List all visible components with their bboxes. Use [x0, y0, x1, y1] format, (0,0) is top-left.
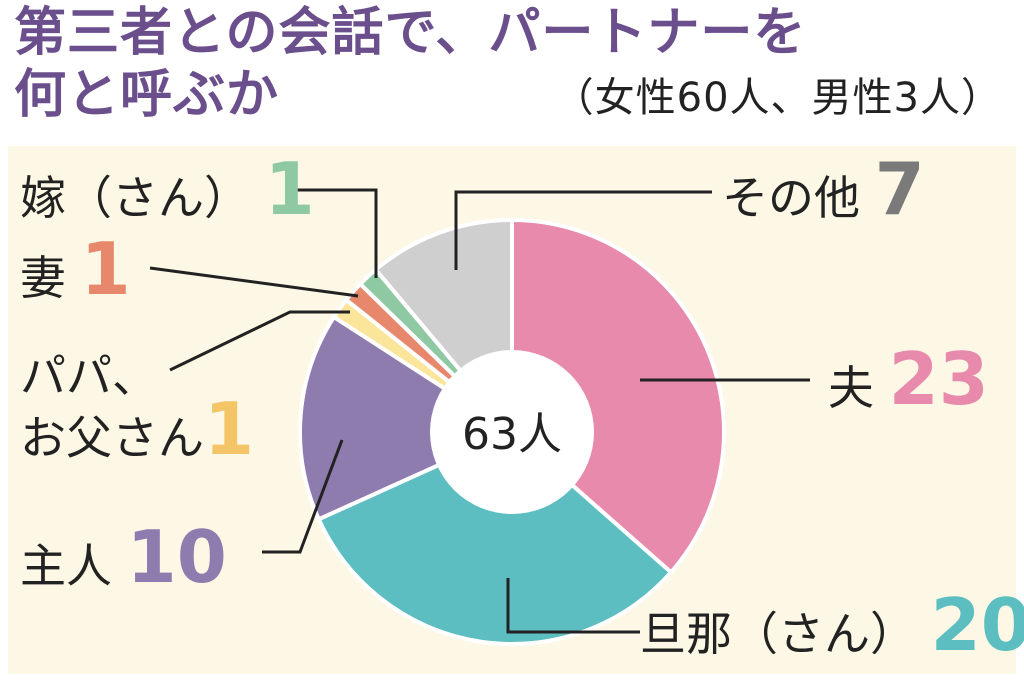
slice-label-text: 旦那（さん） [640, 607, 931, 661]
chart-subtitle: （女性60人、男性3人） [553, 75, 1002, 121]
slice-value: 1 [204, 387, 254, 471]
slice-value: 1 [81, 227, 131, 311]
slice-value: 7 [875, 147, 925, 231]
pie-slice-2 [298, 314, 517, 522]
slice-value: 23 [889, 337, 989, 421]
leader-line-3 [169, 310, 350, 372]
slice-label-5: 嫁（さん） 1 [20, 147, 315, 231]
leader-line-6 [454, 190, 712, 270]
pie-slice-0 [510, 217, 726, 576]
leader-lines-group [149, 188, 810, 634]
slice-label-1: 旦那（さん） 20 [640, 583, 1024, 667]
pie-slice-1 [316, 429, 674, 646]
slice-label-text: その他 [722, 171, 875, 225]
slice-value: 20 [931, 583, 1024, 667]
leader-line-4 [149, 266, 359, 298]
slice-label-text: 主人 [20, 539, 127, 593]
slice-label-3: パパ、お父さん1 [20, 349, 254, 471]
slice-label-text: 嫁（さん） [20, 171, 265, 225]
slice-label-6: その他 7 [722, 147, 925, 231]
chart-title-line1: 第三者との会話で、パートナーを [14, 3, 807, 63]
leader-line-1 [506, 578, 640, 634]
slice-label-text: 妻 [20, 251, 81, 305]
chart-title: 第三者との会話で、パートナーを 何と呼ぶか [14, 2, 806, 126]
slice-value: 10 [127, 515, 227, 599]
donut-hole [430, 350, 594, 514]
slice-label-text: 夫 [828, 361, 889, 415]
slice-label-line: お父さん [20, 411, 204, 465]
chart-title-line2: 何と呼ぶか [14, 65, 280, 125]
slice-value: 1 [265, 147, 315, 231]
center-label: 63人 [462, 409, 562, 460]
leader-line-5 [290, 188, 378, 278]
slice-label-0: 夫 23 [828, 337, 989, 421]
leader-line-2 [262, 439, 344, 554]
slice-label-2: 主人 10 [20, 515, 227, 599]
slice-label-line: パパ、 [20, 349, 158, 403]
slice-label-4: 妻 1 [20, 227, 131, 311]
